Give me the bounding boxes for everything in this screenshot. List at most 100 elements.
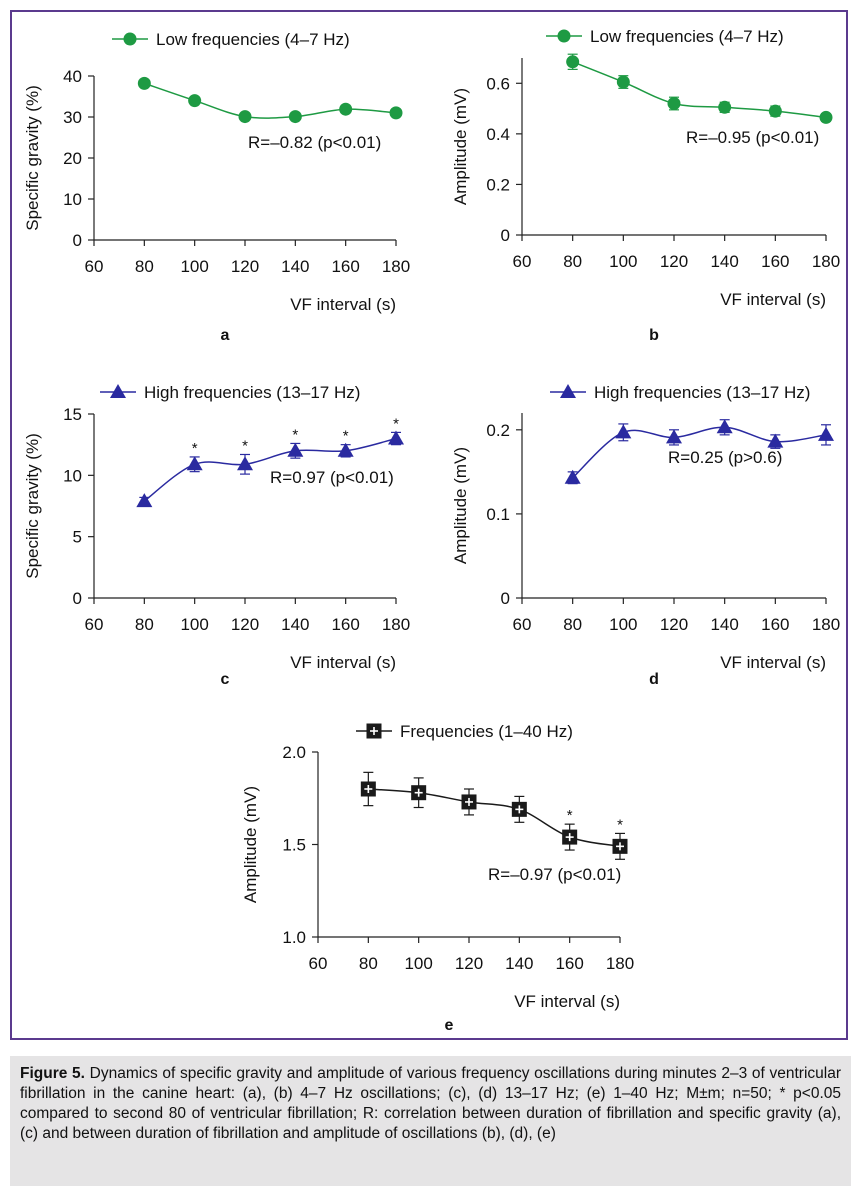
x-tick-label: 160 — [555, 954, 583, 973]
legend-marker — [366, 723, 382, 739]
significance-star: * — [617, 816, 623, 833]
data-point — [511, 801, 527, 817]
x-tick-label: 160 — [331, 615, 359, 634]
legend-label: High frequencies (13–17 Hz) — [144, 383, 360, 402]
x-tick-label: 80 — [135, 257, 154, 276]
x-tick-label: 100 — [180, 615, 208, 634]
correlation-annotation: R=–0.95 (p<0.01) — [686, 128, 819, 147]
y-tick-label: 5 — [73, 528, 82, 547]
data-point — [612, 838, 628, 854]
y-tick-label: 10 — [63, 190, 82, 209]
x-tick-label: 60 — [85, 615, 104, 634]
data-point — [666, 429, 682, 444]
caption-text: Dynamics of specific gravity and amplitu… — [20, 1065, 841, 1142]
data-point — [288, 110, 302, 124]
data-point — [339, 102, 353, 116]
y-axis-label: Specific gravity (%) — [23, 85, 42, 230]
x-axis-label: VF interval (s) — [290, 653, 396, 672]
y-axis-label: Amplitude (mV) — [241, 786, 260, 903]
data-point — [819, 110, 833, 124]
panel-label: d — [649, 671, 659, 688]
panel-e: 1.0 1.5 2.0 60 80 100 120 140 160 180 VF interval … — [241, 722, 634, 1034]
correlation-annotation: R=–0.82 (p<0.01) — [248, 133, 381, 152]
legend: High frequencies (13–17 Hz) — [100, 383, 360, 402]
y-tick-label: 0 — [73, 589, 82, 608]
x-tick-label: 120 — [455, 954, 483, 973]
legend-label: High frequencies (13–17 Hz) — [594, 383, 810, 402]
data-point — [562, 829, 578, 845]
legend-label: Frequencies (1–40 Hz) — [400, 722, 573, 741]
y-tick-label: 20 — [63, 149, 82, 168]
significance-star: * — [242, 437, 248, 454]
x-tick-label: 100 — [609, 615, 637, 634]
legend-marker — [560, 384, 576, 398]
x-tick-label: 120 — [660, 252, 688, 271]
legend: Low frequencies (4–7 Hz) — [112, 30, 350, 49]
x-tick-label: 100 — [609, 252, 637, 271]
panel-b: 0 0.2 0.4 0.6 60 80 100 120 140 160 180 VF interval… — [451, 27, 840, 344]
panel-c: 0 5 10 15 60 80 100 120 140 160 180 VF interval (s)… — [23, 383, 410, 688]
figure-frame — [10, 10, 848, 1040]
x-tick-label: 80 — [563, 252, 582, 271]
x-axis-label: VF interval (s) — [720, 290, 826, 309]
x-tick-label: 100 — [180, 257, 208, 276]
data-point — [818, 426, 834, 441]
data-point — [337, 442, 354, 457]
panel-label: e — [445, 1017, 454, 1034]
x-tick-label: 140 — [710, 252, 738, 271]
y-tick-label: 0.2 — [486, 175, 510, 194]
panel-a: 0 10 20 30 40 60 80 100 120 140 160 180 VF interval … — [23, 30, 410, 344]
y-tick-label: 2.0 — [282, 743, 306, 762]
x-tick-label: 140 — [710, 615, 738, 634]
data-point — [136, 493, 153, 508]
data-point — [461, 794, 477, 810]
series-line — [572, 61, 827, 119]
panel-d: 0 0.1 0.2 60 80 100 120 140 160 180 VF interval (s… — [451, 383, 840, 688]
series-line — [368, 788, 621, 848]
panel-label: b — [649, 327, 659, 344]
x-tick-label: 60 — [85, 257, 104, 276]
data-point — [388, 430, 404, 445]
x-tick-label: 80 — [563, 615, 582, 634]
data-point — [188, 94, 202, 108]
figure-caption: Figure 5. Dynamics of specific gravity a… — [10, 1056, 851, 1186]
data-point — [287, 442, 304, 457]
x-tick-label: 180 — [812, 615, 840, 634]
data-point — [186, 456, 203, 471]
data-point — [137, 76, 151, 90]
x-tick-label: 160 — [761, 615, 789, 634]
data-point — [616, 75, 630, 89]
significance-star: * — [393, 415, 399, 432]
x-tick-label: 160 — [331, 257, 359, 276]
x-tick-label: 140 — [281, 615, 309, 634]
legend-label: Low frequencies (4–7 Hz) — [156, 30, 350, 49]
correlation-annotation: R=0.97 (p<0.01) — [270, 468, 394, 487]
y-axis-label: Specific gravity (%) — [23, 433, 42, 578]
x-tick-label: 120 — [231, 615, 259, 634]
x-tick-label: 140 — [505, 954, 533, 973]
y-tick-label: 30 — [63, 108, 82, 127]
significance-star: * — [292, 426, 298, 443]
x-tick-label: 140 — [281, 257, 309, 276]
series-line — [144, 82, 397, 119]
x-tick-label: 120 — [231, 257, 259, 276]
legend: Frequencies (1–40 Hz) — [356, 722, 573, 741]
caption-label: Figure 5. — [20, 1065, 85, 1082]
data-point — [716, 419, 733, 434]
data-point — [411, 785, 427, 801]
x-tick-label: 60 — [309, 954, 328, 973]
y-tick-label: 10 — [63, 466, 82, 485]
x-tick-label: 180 — [382, 257, 410, 276]
y-tick-label: 1.0 — [282, 928, 306, 947]
legend: High frequencies (13–17 Hz) — [550, 383, 810, 402]
significance-star: * — [343, 428, 349, 445]
x-tick-label: 120 — [660, 615, 688, 634]
data-point — [718, 100, 732, 114]
data-point — [566, 55, 580, 69]
x-tick-label: 160 — [761, 252, 789, 271]
x-tick-label: 80 — [359, 954, 378, 973]
data-point — [615, 424, 632, 439]
x-axis-label: VF interval (s) — [514, 992, 620, 1011]
y-axis-label: Amplitude (mV) — [451, 88, 470, 205]
data-point — [237, 456, 253, 471]
